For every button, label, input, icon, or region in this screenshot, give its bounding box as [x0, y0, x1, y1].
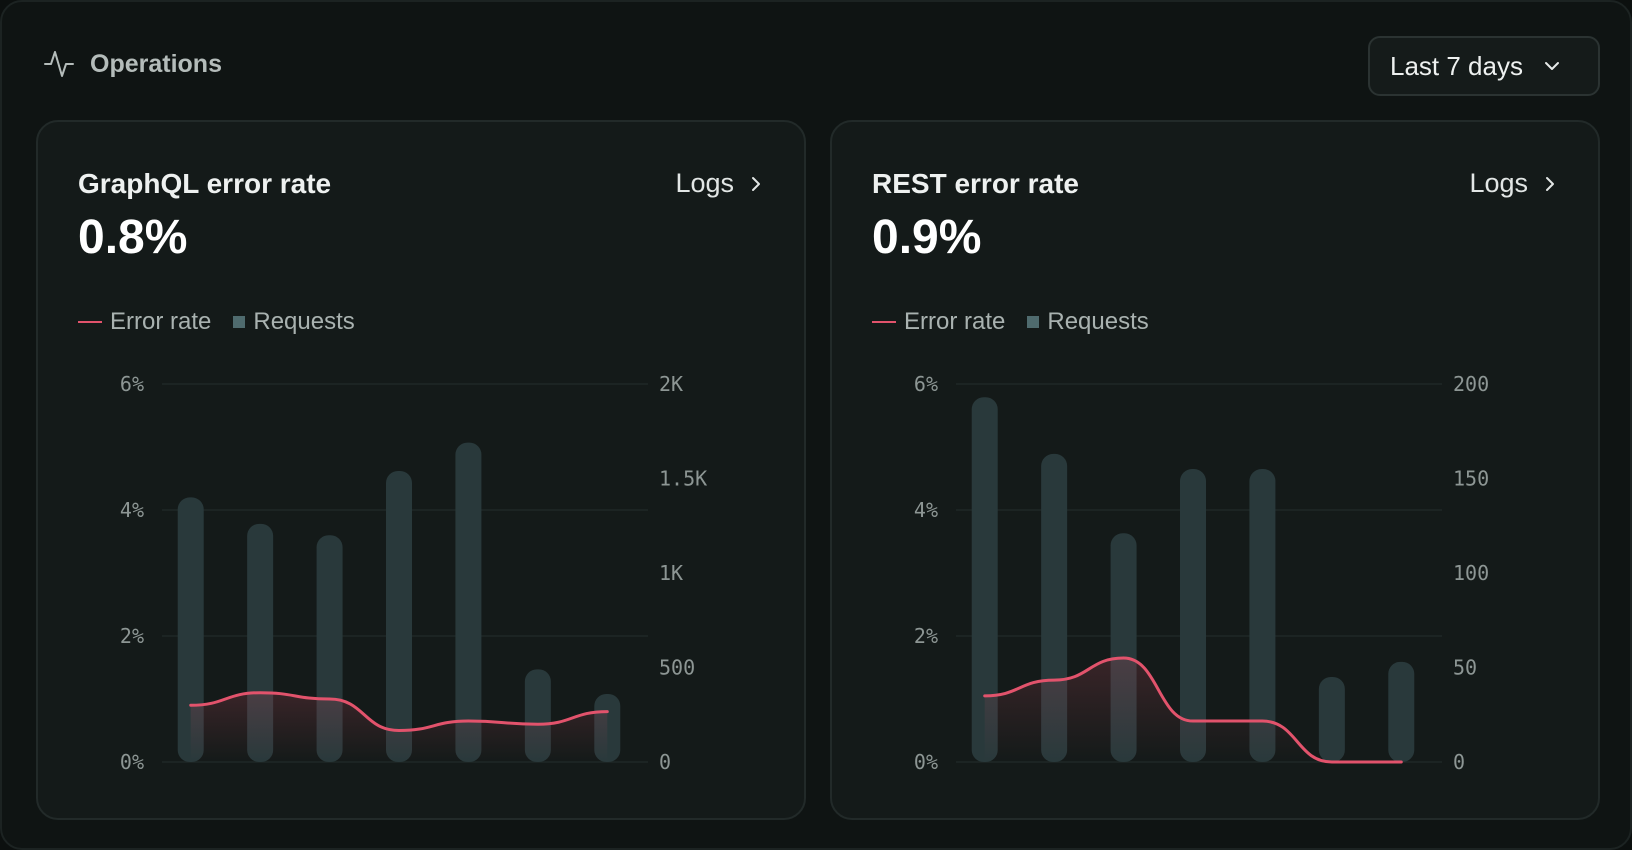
- logs-label: Logs: [1469, 168, 1528, 198]
- legend-error-rate: Error rate: [872, 308, 1005, 336]
- legend-requests-label: Requests: [1047, 308, 1149, 335]
- y-right-tick-label: 0: [659, 750, 671, 774]
- legend-requests-label: Requests: [253, 308, 355, 335]
- legend-line-swatch: [78, 321, 102, 323]
- y-right-tick-label: 1K: [659, 561, 683, 585]
- request-bar: [386, 470, 412, 762]
- chart-legend: Error rate Requests: [872, 308, 1149, 336]
- legend-requests: Requests: [233, 308, 355, 336]
- card-title: GraphQL error rate: [78, 168, 332, 199]
- error-rate-line: [189, 691, 609, 732]
- error-rate-area: [984, 658, 1402, 762]
- activity-icon: [44, 51, 74, 77]
- legend-error-rate-label: Error rate: [904, 308, 1006, 335]
- logs-label: Logs: [675, 168, 734, 198]
- chevron-right-icon: [1546, 176, 1554, 191]
- chart-legend: Error rate Requests: [78, 308, 355, 336]
- legend-bar-swatch: [233, 316, 246, 328]
- y-left-tick-label: 4%: [914, 498, 938, 522]
- logs-link[interactable]: Logs: [675, 168, 762, 199]
- request-bar: [455, 442, 482, 762]
- y-right-tick-label: 2K: [659, 372, 683, 396]
- y-left-tick-label: 2%: [914, 624, 938, 648]
- y-left-tick-label: 2%: [120, 624, 144, 648]
- request-bar: [177, 497, 204, 762]
- card-title: REST error rate: [872, 168, 1079, 199]
- y-left-tick-label: 6%: [120, 372, 144, 396]
- chevron-down-icon: [1544, 62, 1559, 70]
- y-left-tick-label: 0%: [120, 750, 144, 774]
- request-bar: [971, 397, 998, 762]
- card-value: 0.8%: [78, 211, 188, 264]
- legend-bar-swatch: [1027, 316, 1040, 328]
- y-right-tick-label: 100: [1453, 561, 1489, 585]
- legend-error-rate-label: Error rate: [110, 308, 212, 335]
- rest-error-chart: 6% 4% 2% 0% 200 150 100 50 0: [914, 372, 1489, 774]
- y-right-tick-label: 150: [1453, 467, 1489, 491]
- logs-link[interactable]: Logs: [1469, 168, 1556, 199]
- request-bar: [1318, 676, 1345, 762]
- request-bar: [1249, 469, 1276, 762]
- card-value: 0.9%: [872, 211, 982, 264]
- y-right-tick-label: 0: [1453, 750, 1465, 774]
- legend-line-swatch: [872, 321, 896, 323]
- date-range-select[interactable]: Last 7 days: [1368, 36, 1600, 96]
- error-rate-line: [983, 656, 1403, 764]
- y-left-tick-label: 6%: [914, 372, 938, 396]
- graphql-error-chart: 6% 4% 2% 0% 2K 1.5K 1K 500 0: [120, 372, 707, 774]
- chevron-right-icon: [752, 176, 760, 191]
- legend-requests: Requests: [1027, 308, 1149, 336]
- y-right-tick-label: 500: [659, 656, 695, 680]
- panel-title: Operations: [90, 49, 222, 78]
- graphql-error-card: GraphQL error rate 0.8% Logs Error rate …: [36, 120, 806, 820]
- date-range-label: Last 7 days: [1390, 50, 1523, 81]
- y-right-tick-label: 1.5K: [659, 467, 707, 491]
- panel-header: Operations: [44, 49, 222, 79]
- y-right-tick-label: 200: [1453, 372, 1489, 396]
- y-right-tick-label: 50: [1453, 656, 1477, 680]
- rest-error-card: REST error rate 0.9% Logs Error rate Req…: [830, 120, 1600, 820]
- y-left-tick-label: 4%: [120, 498, 144, 522]
- y-left-tick-label: 0%: [914, 750, 938, 774]
- request-bar: [1180, 469, 1206, 762]
- legend-error-rate: Error rate: [78, 308, 211, 336]
- error-rate-area: [190, 692, 608, 762]
- request-bar: [1388, 661, 1415, 762]
